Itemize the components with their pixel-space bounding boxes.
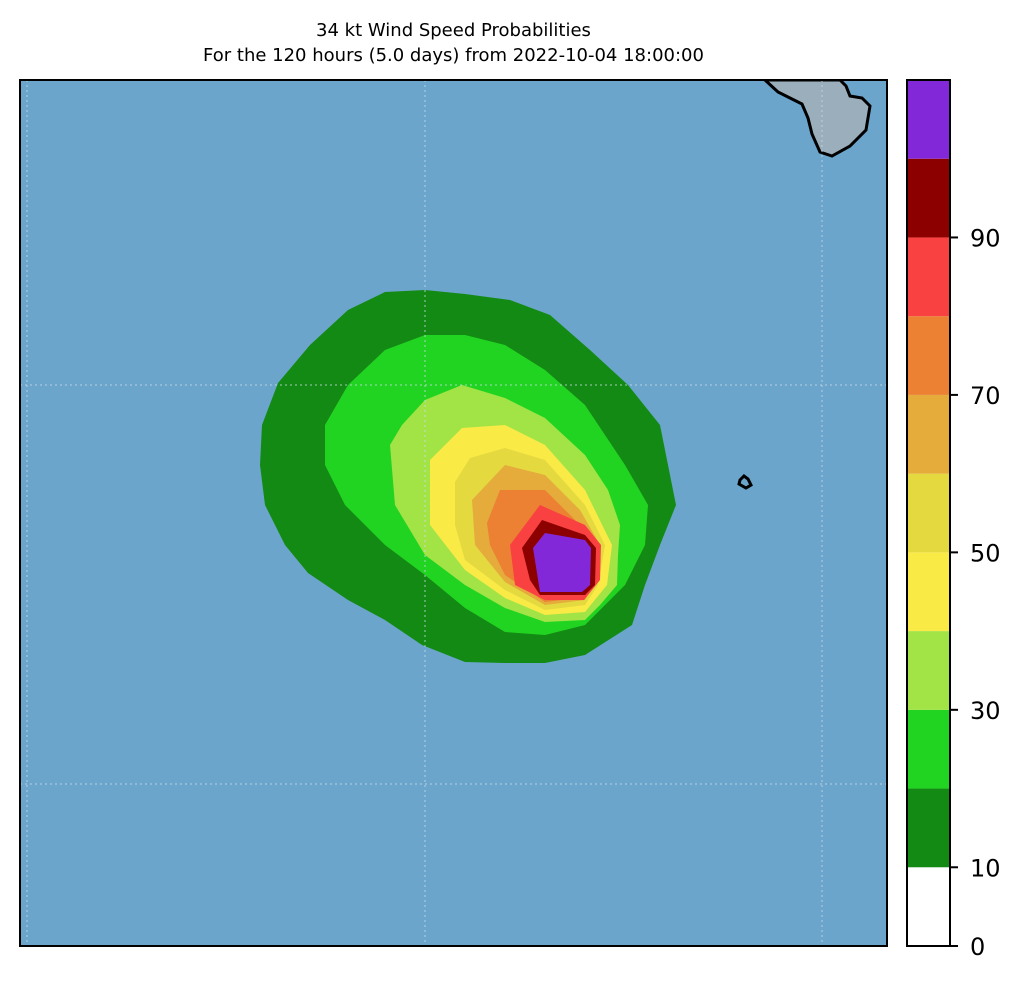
colorbar: 0 10 30 50 70 90 bbox=[906, 79, 1001, 961]
map-subtitle: For the 120 hours (5.0 days) from 2022-1… bbox=[203, 45, 704, 66]
colorbar-bin-40 bbox=[907, 552, 950, 632]
colorbar-bin-20 bbox=[907, 709, 950, 789]
small-island bbox=[737, 474, 753, 490]
colorbar-tick-label: 10 bbox=[970, 854, 1001, 882]
colorbar-tick-label: 70 bbox=[970, 382, 1001, 410]
colorbar-frame bbox=[906, 79, 951, 947]
colorbar-bin-60 bbox=[907, 394, 950, 474]
colorbar-tick-label: 90 bbox=[970, 224, 1001, 252]
colorbar-bin-30 bbox=[907, 631, 950, 710]
colorbar-tick-label: 30 bbox=[970, 697, 1001, 725]
colorbar-bin-50 bbox=[907, 473, 950, 553]
colorbar-tick-label: 0 bbox=[970, 933, 985, 961]
colorbar-bin-80 bbox=[907, 237, 950, 317]
colorbar-bin-100 bbox=[907, 80, 950, 159]
colorbar-bin-90 bbox=[907, 158, 950, 238]
colorbar-bin-10 bbox=[907, 788, 950, 868]
gridlines bbox=[20, 80, 887, 946]
map-title: 34 kt Wind Speed Probabilities bbox=[316, 20, 591, 41]
map-frame bbox=[19, 79, 888, 947]
map-area bbox=[20, 80, 887, 946]
land-mass bbox=[762, 80, 872, 158]
colorbar-tick-label: 50 bbox=[970, 539, 1001, 567]
colorbar-bin-70 bbox=[907, 316, 950, 395]
colorbar-bin-0 bbox=[907, 867, 950, 946]
contour-100-percent bbox=[533, 533, 591, 592]
probability-contours bbox=[260, 290, 676, 663]
